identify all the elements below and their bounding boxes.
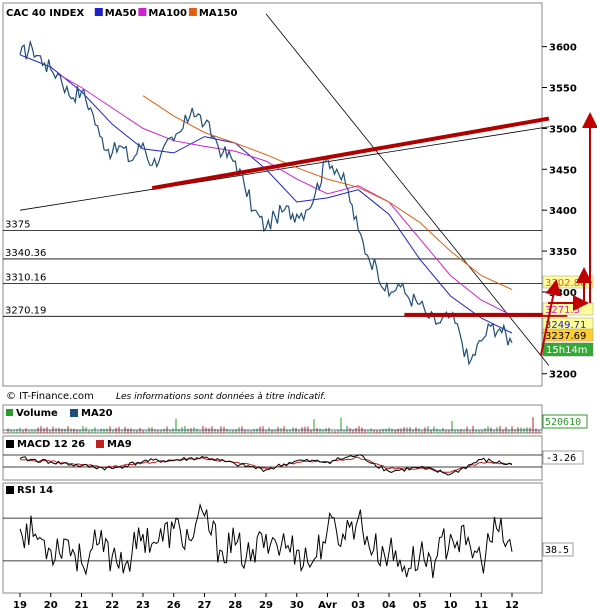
x-tick-label-12: 04 — [382, 600, 396, 611]
x-tick-label-10: Avr — [318, 600, 337, 611]
legend-label-3: MA150 — [199, 8, 238, 19]
ma9-legend-swatch — [96, 440, 104, 448]
rsi-panel-frame — [2, 482, 543, 594]
ma9-legend-label: MA9 — [107, 439, 132, 450]
volume-legend-swatch — [6, 409, 13, 416]
annotation-arrow-0 — [540, 279, 562, 356]
y-tick-label-4: 3400 — [549, 206, 577, 217]
y-tick-label-1: 3550 — [549, 84, 577, 95]
y-tick-label-2: 3500 — [549, 124, 577, 135]
x-tick-label-7: 28 — [228, 600, 242, 611]
volume-legend-label: Volume — [16, 408, 58, 419]
rsi-legend-swatch — [6, 486, 14, 494]
y-tick-label-3: 3450 — [549, 165, 577, 176]
x-tick-label-4: 23 — [136, 600, 150, 611]
legend-label-0: CAC 40 INDEX — [6, 8, 85, 19]
y-tick-label-6: 3300 — [549, 288, 577, 299]
credit-text: © IT-Finance.com — [6, 391, 94, 402]
level-label-2: 3310.16 — [5, 273, 46, 284]
ma150-line — [142, 95, 513, 291]
price-label-2: 3249.71 — [545, 320, 586, 331]
rsi-legend-label: RSI 14 — [17, 485, 53, 496]
x-tick-label-15: 11 — [474, 600, 488, 611]
x-axis: 19 20 21 22 23 26 27 28 29 30 Avr 03 04 05 10 11 12 — [13, 593, 519, 611]
time-label: 15h14m — [546, 345, 588, 356]
x-tick-label-14: 10 — [444, 600, 458, 611]
macd-panel-frame — [2, 435, 543, 481]
horizontal-levels: 3375 3340.36 3310.16 3270.19 — [3, 220, 542, 317]
level-label-3: 3270.19 — [5, 305, 46, 316]
rsi-value-box — [542, 542, 574, 557]
level-label-1: 3340.36 — [5, 248, 46, 259]
y-tick-label-8: 3200 — [549, 370, 577, 381]
annotation-arrows — [540, 112, 597, 356]
ma20-legend-label: MA20 — [81, 408, 113, 419]
macd-panel: MACD 12 26 MA9 -3.26 — [3, 439, 584, 476]
legend-swatch-ma150 — [188, 8, 197, 16]
macd-value-label: -3.26 — [546, 453, 576, 464]
rsi-value-label: 38.5 — [545, 545, 569, 556]
price-label-box-3 — [542, 328, 594, 342]
y-tick-label-0: 3600 — [549, 43, 577, 54]
x-tick-label-2: 21 — [75, 600, 89, 611]
thin-trendline-0 — [265, 13, 550, 366]
volume-panel: Volume MA20 520610 — [3, 408, 588, 433]
price-label-1: 3271.3 — [545, 305, 580, 316]
ma100-line — [59, 74, 513, 316]
legend-label-1: MA50 — [105, 8, 137, 19]
ma50-line — [19, 54, 513, 334]
legend-swatch-ma50 — [94, 8, 103, 16]
x-tick-label-3: 22 — [105, 600, 119, 611]
level-label-0: 3375 — [5, 220, 30, 231]
volume-value-box — [542, 414, 588, 429]
ma20-legend-swatch — [70, 409, 78, 417]
thin-trendline-1 — [19, 126, 549, 211]
x-tick-label-0: 19 — [13, 600, 27, 611]
rsi-panel: RSI 14 38.5 — [3, 485, 574, 579]
thick-trendlines — [151, 116, 568, 317]
x-tick-label-5: 26 — [167, 600, 181, 611]
legend-swatch-ma100 — [138, 8, 147, 16]
moving-averages — [19, 54, 513, 334]
disclaimer-text: Les informations sont données à titre in… — [116, 391, 326, 402]
price-label-3: 3237.69 — [545, 331, 586, 342]
price-label-0: 3302.88 — [545, 278, 586, 289]
x-tick-label-16: 12 — [505, 600, 519, 611]
x-tick-label-6: 27 — [198, 600, 212, 611]
x-tick-label-11: 03 — [351, 600, 365, 611]
x-tick-label-1: 20 — [44, 600, 58, 611]
macd-line — [19, 454, 513, 476]
x-tick-label-13: 05 — [413, 600, 427, 611]
rsi-line — [19, 502, 513, 579]
volume-value-label: 520610 — [545, 417, 581, 428]
price-legend: CAC 40 INDEX MA50 MA100 MA150 — [6, 8, 238, 19]
macd-legend-swatch — [6, 440, 14, 448]
x-tick-label-9: 30 — [290, 600, 304, 611]
price-panel-frame — [2, 2, 543, 387]
thick-trendline-2 — [151, 116, 550, 191]
x-tick-label-8: 29 — [259, 600, 273, 611]
legend-label-2: MA100 — [148, 8, 187, 19]
thin-trendlines — [19, 13, 550, 366]
macd-legend-label: MACD 12 26 — [17, 439, 85, 450]
y-tick-label-5: 3350 — [549, 247, 577, 258]
macd-value-box — [542, 450, 584, 465]
